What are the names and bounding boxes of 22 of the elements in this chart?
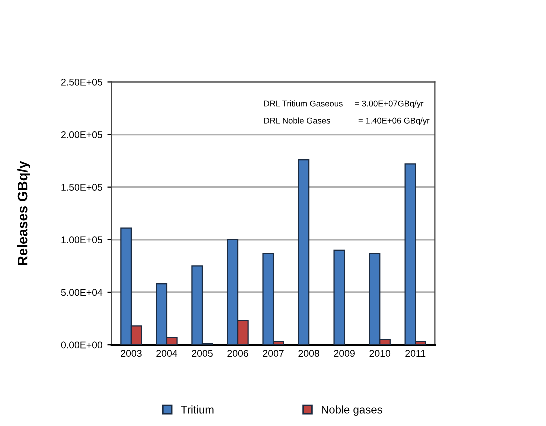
x-tick-label: 2010 <box>370 350 391 358</box>
annotation: DRL Noble Gases = 1.40E+06 GBq/yr <box>264 118 430 126</box>
y-tick-label: 5.00E+04 <box>61 289 103 296</box>
y-tick-label: 1.00E+05 <box>62 236 102 244</box>
x-tick-label: 2011 <box>406 350 426 358</box>
x-tick-label: 2005 <box>192 350 213 358</box>
y-tick-label: 1.50E+05 <box>62 184 102 191</box>
annotation: DRL Tritium Gaseous = 3.00E+07GBq/yr <box>264 100 424 108</box>
x-tick-label: 2007 <box>263 350 284 358</box>
bar <box>298 159 310 346</box>
x-tick-label: 2003 <box>121 350 142 358</box>
legend-label: Noble gases <box>322 406 382 416</box>
legend-label: Tritium <box>181 406 214 414</box>
y-tick-label: 2.00E+05 <box>61 132 102 138</box>
y-tick-label: 2.50E+05 <box>61 78 102 86</box>
y-tick-label: 0.00E+00 <box>61 342 103 349</box>
x-tick-label: 2004 <box>156 350 178 358</box>
x-tick-label: 2009 <box>334 350 355 358</box>
bar <box>334 250 346 346</box>
y-axis-title: Releases GBq/y <box>18 161 30 266</box>
x-tick-label: 2008 <box>298 350 320 358</box>
x-tick-label: 2006 <box>228 350 248 358</box>
